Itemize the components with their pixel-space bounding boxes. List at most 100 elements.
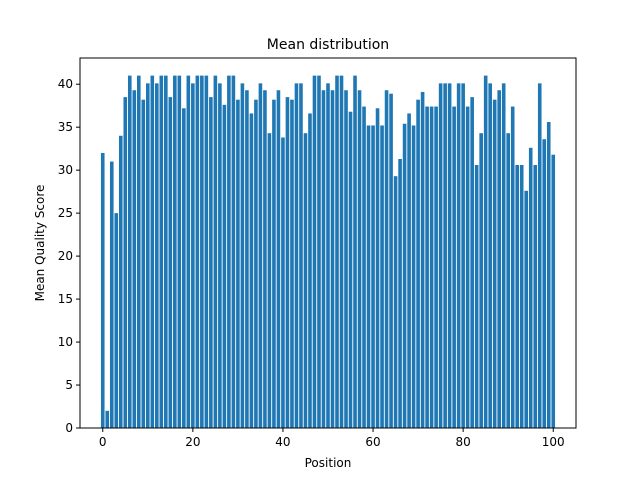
bar: [114, 213, 119, 428]
bar: [537, 83, 542, 428]
y-tick-label: 20: [58, 249, 73, 263]
bar: [249, 113, 254, 428]
bar: [168, 97, 173, 429]
bar: [371, 125, 375, 428]
bar: [411, 125, 416, 428]
x-tick-label: 60: [365, 435, 380, 449]
x-tick-label: 0: [99, 435, 107, 449]
y-tick-label: 10: [58, 335, 73, 349]
x-axis: 0 20 40 60 80 100: [99, 428, 565, 449]
bar: [218, 83, 222, 428]
bar: [407, 113, 411, 428]
bar: [195, 75, 200, 429]
bar: [483, 75, 488, 429]
bar: [479, 133, 483, 428]
bar: [366, 125, 371, 428]
bar: [335, 75, 339, 429]
bar: [546, 122, 551, 428]
bar: [312, 75, 317, 429]
y-tick-label: 25: [58, 206, 73, 220]
bar: [542, 139, 547, 428]
bar: [497, 90, 501, 428]
bar: [398, 158, 402, 429]
bar: [551, 154, 556, 428]
bar: [348, 111, 353, 428]
bar: [276, 90, 281, 428]
bar: [434, 106, 438, 428]
bar: [281, 137, 285, 428]
bar: [236, 99, 240, 429]
bar: [317, 75, 321, 429]
bar: [416, 99, 420, 429]
bar: [326, 83, 330, 428]
x-tick-label: 40: [275, 435, 290, 449]
y-tick-label: 40: [58, 77, 73, 91]
bar: [393, 176, 398, 428]
bar: [105, 410, 110, 428]
bar: [118, 135, 123, 428]
bar: [344, 90, 348, 428]
bar: [420, 91, 425, 428]
bar: [384, 90, 389, 428]
bar: [100, 152, 105, 428]
bar: [321, 90, 326, 428]
bar: [258, 83, 263, 428]
bar: [123, 97, 128, 429]
bar: [132, 90, 137, 428]
bar: [528, 147, 533, 428]
bar: [127, 75, 132, 429]
bar: [240, 83, 245, 428]
bar: [402, 123, 407, 428]
bar: [245, 90, 249, 428]
bar: [515, 165, 520, 428]
bar: [380, 125, 384, 428]
y-tick-label: 30: [58, 163, 73, 177]
y-axis-label: Mean Quality Score: [33, 185, 47, 302]
bar: [330, 90, 335, 428]
bar: [308, 113, 312, 428]
bar: [501, 83, 506, 428]
bar: [506, 133, 510, 428]
bar: [182, 108, 186, 428]
bar: [488, 83, 492, 428]
bar: [109, 161, 114, 428]
bar: [191, 83, 195, 428]
bar: [200, 75, 204, 429]
bar: [267, 133, 272, 428]
bar: [303, 133, 308, 428]
x-tick-label: 20: [185, 435, 200, 449]
x-tick-label: 80: [456, 435, 471, 449]
bar: [452, 106, 456, 428]
bar: [222, 104, 227, 428]
bar: [456, 83, 461, 428]
bar: [429, 106, 434, 428]
chart-title: Mean distribution: [267, 37, 389, 53]
bar: [474, 165, 479, 428]
bar: [461, 83, 465, 428]
bar: [389, 93, 393, 429]
bar: [150, 75, 155, 429]
y-tick-label: 5: [65, 378, 73, 392]
bar: [375, 108, 380, 428]
x-axis-label: Position: [305, 456, 352, 470]
bar: [141, 99, 146, 429]
bar: [438, 83, 443, 428]
bar: [443, 83, 447, 428]
y-tick-label: 35: [58, 120, 73, 134]
bar: [353, 75, 357, 429]
y-axis: 0 5 10 15 20 25 30 35 40: [58, 77, 80, 435]
bar: [470, 97, 474, 429]
bar: [136, 75, 141, 429]
bar: [209, 97, 213, 429]
bar: [155, 83, 159, 428]
bar: [510, 106, 515, 428]
bar: [263, 90, 267, 428]
bar: [524, 190, 529, 428]
bar: [164, 75, 168, 429]
bar: [213, 75, 218, 429]
bar: [339, 75, 344, 429]
bar: [294, 83, 299, 428]
bar: [254, 99, 258, 429]
y-tick-label: 0: [65, 421, 73, 435]
bars-group: [100, 75, 556, 429]
